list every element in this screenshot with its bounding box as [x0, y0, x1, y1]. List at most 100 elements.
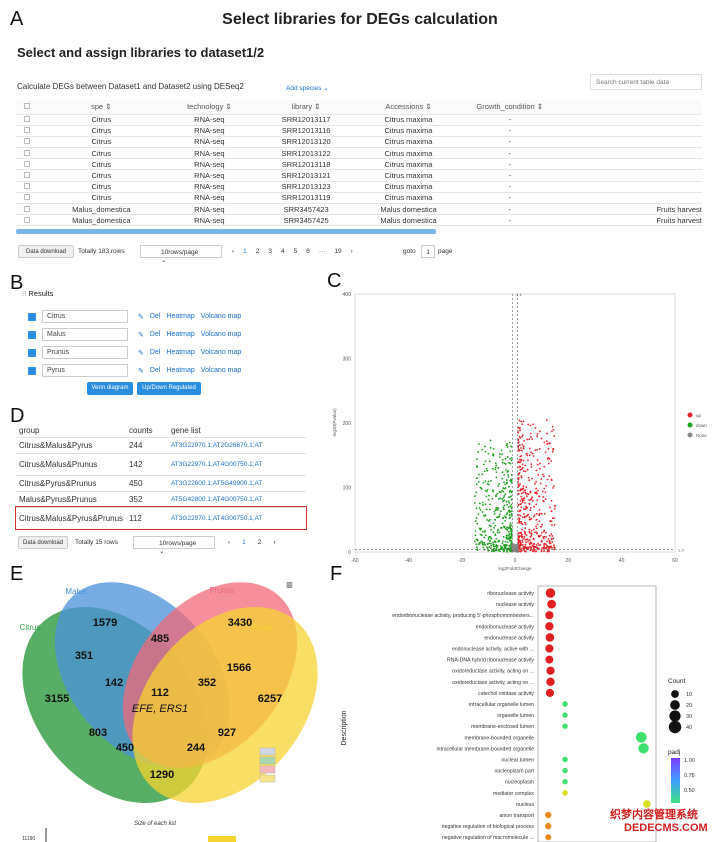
page-link[interactable]: ···	[318, 248, 326, 255]
venn-legend-swatch	[259, 756, 276, 765]
column-header[interactable]: spe ⇕	[38, 100, 164, 115]
gene-list-link[interactable]: AT3G22970.1;AT2G26870.1;AT	[167, 437, 306, 454]
up-down-regulated-button[interactable]: Up/Down Regulated	[137, 382, 201, 395]
table-row[interactable]: Malus_domestica RNA-seq SRR3457425 Malus do…	[16, 214, 702, 227]
column-header[interactable]: technology ⇕	[163, 100, 255, 115]
result-name-input[interactable]: Malus	[42, 328, 128, 341]
goto-page-input[interactable]: 1	[421, 245, 435, 258]
volcano-link[interactable]: Volcano map	[200, 331, 242, 338]
gene-list-link[interactable]: AT3G22970.1;AT4G00750.1;AT	[167, 507, 306, 530]
result-name-input[interactable]: Citrus	[42, 310, 128, 323]
go-term-label: negative regulation of macromolecule ...	[442, 835, 534, 841]
column-header[interactable]: library ⇕	[254, 100, 358, 115]
volcano-link[interactable]: Volcano map	[200, 367, 242, 374]
data-download-button-d[interactable]: Data download	[18, 536, 68, 549]
edit-icon[interactable]: ✎	[138, 313, 144, 321]
heatmap-link[interactable]: Heatmap	[166, 349, 195, 356]
page-link[interactable]: 4	[281, 248, 285, 255]
venn-menu-icon[interactable]: ≡	[286, 578, 293, 592]
table-cell: RNA-seq	[163, 158, 255, 171]
group-row[interactable]: Citrus&Malus&Pyrus 244 AT3G22970.1;AT2G268…	[16, 437, 306, 454]
row-checkbox[interactable]	[16, 114, 39, 126]
page-link[interactable]: 3	[268, 248, 273, 255]
horizontal-scrollbar[interactable]	[16, 229, 436, 234]
page-link[interactable]: 2	[257, 539, 262, 546]
gene-list-link[interactable]: AT3G22970.1;AT4G00750.1;AT	[167, 453, 306, 476]
volcano-point	[507, 506, 510, 509]
go-term-dot	[545, 611, 554, 620]
volcano-point	[521, 539, 524, 542]
delete-link[interactable]: Del	[149, 331, 161, 338]
volcano-point	[476, 465, 478, 468]
heatmap-link[interactable]: Heatmap	[166, 313, 195, 320]
add-species-button[interactable]: Add species ⌄	[286, 85, 329, 92]
group-row[interactable]: Citrus&Malus&Prunus 142 AT3G22970.1;AT4G00…	[16, 453, 306, 476]
row-checkbox[interactable]	[16, 125, 39, 137]
volcano-point	[530, 542, 533, 545]
group-row[interactable]: Malus&Pyrus&Prunus 352 AT5G42800.1;AT4G007…	[16, 491, 306, 508]
volcano-link[interactable]: Volcano map	[200, 313, 242, 320]
row-checkbox[interactable]	[16, 169, 39, 182]
page-link[interactable]: 1	[243, 248, 247, 255]
delete-link[interactable]: Del	[149, 367, 161, 374]
heatmap-link[interactable]: Heatmap	[166, 331, 195, 338]
page-link[interactable]: 6	[306, 248, 310, 255]
result-checkbox[interactable]	[28, 366, 36, 375]
page-link[interactable]: ‹	[232, 248, 235, 255]
page-link[interactable]: ›	[273, 539, 276, 546]
delete-link[interactable]: Del	[149, 349, 161, 356]
edit-icon[interactable]: ✎	[138, 367, 144, 375]
legend-marker	[687, 432, 693, 438]
result-checkbox[interactable]	[28, 348, 36, 357]
row-checkbox[interactable]	[16, 192, 39, 205]
result-checkbox[interactable]	[28, 312, 36, 321]
edit-icon[interactable]: ✎	[138, 349, 144, 357]
row-checkbox[interactable]	[16, 147, 39, 160]
row-checkbox[interactable]	[16, 158, 39, 171]
heatmap-link[interactable]: Heatmap	[166, 367, 195, 374]
row-checkbox[interactable]	[16, 181, 39, 193]
volcano-point	[485, 508, 488, 511]
delete-link[interactable]: Del	[149, 313, 161, 320]
rows-per-page-select-a[interactable]: 10rows/page ⌄	[140, 245, 222, 264]
rows-per-page-select-d[interactable]: 10rows/page ⌄	[133, 536, 215, 555]
group-row[interactable]: Citrus&Malus&Pyrus&Prunus 112 AT3G22970.1;…	[15, 506, 307, 530]
edit-icon[interactable]: ✎	[138, 331, 144, 339]
page-link[interactable]: 19	[334, 248, 342, 255]
table-search-input[interactable]	[590, 74, 702, 90]
page-link[interactable]: ›	[350, 248, 353, 255]
page-link[interactable]: 5	[293, 248, 298, 255]
row-checkbox[interactable]	[16, 214, 39, 227]
gene-list-link[interactable]: AT5G42800.1;AT4G00750.1;AT	[167, 491, 306, 508]
column-header[interactable]: development_j	[559, 100, 702, 115]
volcano-point	[490, 544, 493, 547]
row-checkbox[interactable]	[16, 136, 39, 149]
volcano-point	[481, 530, 484, 533]
result-name-input[interactable]: Pyrus	[42, 364, 128, 377]
select-all-checkbox[interactable]	[16, 100, 39, 115]
column-header[interactable]: Accessions ⇕	[357, 100, 460, 115]
row-checkbox[interactable]	[16, 203, 39, 216]
gene-list-link[interactable]: AT3G22600.1;AT5G49900.1;AT	[167, 475, 306, 492]
data-download-button-a[interactable]: Data download	[18, 245, 74, 258]
result-checkbox[interactable]	[28, 330, 36, 339]
page-link[interactable]: 1	[242, 539, 246, 546]
volcano-link[interactable]: Volcano map	[200, 349, 242, 356]
table-row[interactable]: Malus_domestica RNA-seq SRR3457423 Malus do…	[16, 203, 702, 216]
column-header[interactable]: Growth_condition ⇕	[459, 100, 560, 115]
page-link[interactable]: ‹	[228, 539, 231, 546]
volcano-point	[523, 550, 526, 552]
page-link[interactable]: 2	[255, 248, 260, 255]
group-row[interactable]: Citrus&Pyrus&Prunus 450 AT3G22600.1;AT5G49…	[16, 475, 306, 492]
result-name-input[interactable]: Prunus	[42, 346, 128, 359]
venn-diagram-button[interactable]: Venn diagram	[87, 382, 133, 395]
